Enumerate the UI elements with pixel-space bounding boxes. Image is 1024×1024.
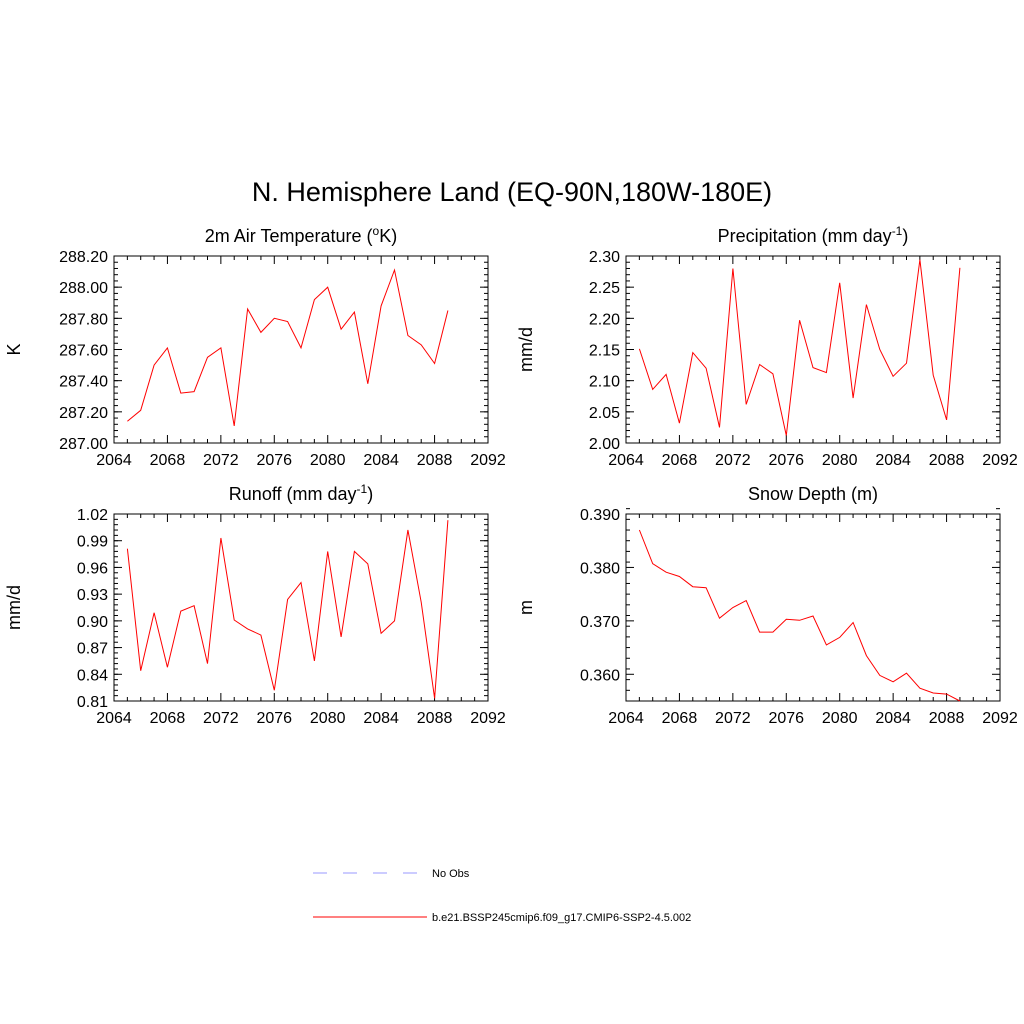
snow-depth-title: Snow Depth (m) (748, 484, 878, 504)
air-temperature-xtick-label: 2092 (470, 452, 506, 469)
legend-label-no-obs: No Obs (432, 868, 470, 880)
precipitation-ytick-label: 2.00 (589, 436, 620, 453)
runoff-ytick-label: 0.96 (77, 560, 108, 577)
air-temperature-ytick-label: 287.20 (59, 405, 108, 422)
air-temperature-xtick-label: 2068 (150, 452, 186, 469)
snow-depth-xtick-label: 2064 (608, 710, 644, 727)
runoff-ylabel: mm/d (4, 585, 24, 630)
air-temperature-ytick-label: 287.80 (59, 311, 108, 328)
air-temperature-ytick-label: 287.00 (59, 436, 108, 453)
runoff-frame (113, 513, 489, 702)
runoff-xtick-label: 2072 (203, 710, 239, 727)
precipitation-ytick-label: 2.10 (589, 374, 620, 391)
air-temperature-ytick-label: 287.40 (59, 374, 108, 391)
runoff-ytick-label: 1.02 (77, 507, 108, 524)
panel-snow-depth: 2064 2068 2072 2076 2080 2084 2088 2092 0.360 0.3… (516, 484, 1018, 727)
precipitation-title: Precipitation (mm day-1) (718, 224, 909, 246)
precipitation-ytick-label: 2.30 (589, 249, 620, 266)
air-temperature-xtick-label: 2076 (256, 452, 292, 469)
runoff-xtick-label: 2076 (256, 710, 292, 727)
air-temperature-xtick-label: 2080 (310, 452, 346, 469)
precipitation-ytick-label: 2.05 (589, 405, 620, 422)
snow-depth-ytick-label: 0.370 (580, 614, 620, 631)
panels-group: 2064 2068 2072 2076 2080 2084 2088 2092 287.00 28… (4, 224, 1018, 727)
snow-depth-xtick-label: 2080 (822, 710, 858, 727)
runoff-ytick-label: 0.81 (77, 694, 108, 711)
panel-precipitation: 2064 2068 2072 2076 2080 2084 2088 2092 2.00 2.05… (516, 224, 1018, 469)
runoff-xtick-label: 2064 (96, 710, 132, 727)
air-temperature-ytick-label: 287.60 (59, 343, 108, 360)
legend-label-model: b.e21.BSSP245cmip6.f09_g17.CMIP6-SSP2-4.… (432, 912, 691, 924)
runoff-xtick-label: 2068 (150, 710, 186, 727)
snow-depth-xtick-label: 2068 (662, 710, 698, 727)
precipitation-frame (625, 255, 1001, 444)
precipitation-ytick-label: 2.25 (589, 280, 620, 297)
air-temperature-ytick-label: 288.00 (59, 280, 108, 297)
air-temperature-xtick-label: 2072 (203, 452, 239, 469)
air-temperature-xtick-label: 2088 (417, 452, 453, 469)
air-temperature-xtick-label: 2084 (363, 452, 399, 469)
snow-depth-ylabel: m (516, 600, 536, 615)
runoff-ytick-label: 0.90 (77, 614, 108, 631)
snow-depth-xtick-label: 2076 (768, 710, 804, 727)
precipitation-xtick-label: 2080 (822, 452, 858, 469)
runoff-xtick-label: 2088 (417, 710, 453, 727)
precipitation-xtick-label: 2088 (929, 452, 965, 469)
precipitation-ylabel: mm/d (516, 327, 536, 372)
precipitation-xtick-label: 2064 (608, 452, 644, 469)
runoff-xtick-label: 2080 (310, 710, 346, 727)
snow-depth-xtick-label: 2092 (982, 710, 1018, 727)
precipitation-series-line (638, 259, 961, 436)
runoff-ytick-label: 0.87 (77, 641, 108, 658)
snow-depth-frame (625, 513, 1001, 702)
runoff-ytick-label: 0.84 (77, 667, 108, 684)
legend: No Obs b.e21.BSSP245cmip6.f09_g17.CMIP6-… (313, 868, 691, 924)
snow-depth-xtick-label: 2088 (929, 710, 965, 727)
air-temperature-ytick-label: 288.20 (59, 249, 108, 266)
figure-title: N. Hemisphere Land (EQ-90N,180W-180E) (252, 177, 772, 207)
air-temperature-ylabel: K (4, 343, 24, 355)
air-temperature-frame (113, 255, 489, 444)
air-temperature-title: 2m Air Temperature (oK) (205, 224, 397, 246)
runoff-series-line (126, 520, 449, 699)
runoff-xtick-label: 2092 (470, 710, 506, 727)
precipitation-xtick-label: 2076 (768, 452, 804, 469)
snow-depth-series-line (638, 529, 961, 702)
precipitation-xtick-label: 2072 (715, 452, 751, 469)
precipitation-ytick-label: 2.15 (589, 343, 620, 360)
precipitation-xtick-label: 2092 (982, 452, 1018, 469)
precipitation-ytick-label: 2.20 (589, 311, 620, 328)
precipitation-xtick-label: 2068 (662, 452, 698, 469)
snow-depth-ytick-label: 0.380 (580, 560, 620, 577)
panel-runoff: 2064 2068 2072 2076 2080 2084 2088 2092 0.81 0.84… (4, 482, 506, 727)
runoff-ytick-label: 0.99 (77, 534, 108, 551)
snow-depth-xtick-label: 2084 (875, 710, 911, 727)
runoff-xtick-label: 2084 (363, 710, 399, 727)
air-temperature-xtick-label: 2064 (96, 452, 132, 469)
runoff-title: Runoff (mm day-1) (229, 482, 373, 504)
air-temperature-series-line (127, 268, 449, 426)
snow-depth-xtick-label: 2072 (715, 710, 751, 727)
snow-depth-ytick-label: 0.360 (580, 667, 620, 684)
precipitation-xtick-label: 2084 (875, 452, 911, 469)
panel-air-temperature: 2064 2068 2072 2076 2080 2084 2088 2092 287.00 28… (4, 224, 506, 469)
runoff-ytick-label: 0.93 (77, 587, 108, 604)
snow-depth-ytick-label: 0.390 (580, 507, 620, 524)
